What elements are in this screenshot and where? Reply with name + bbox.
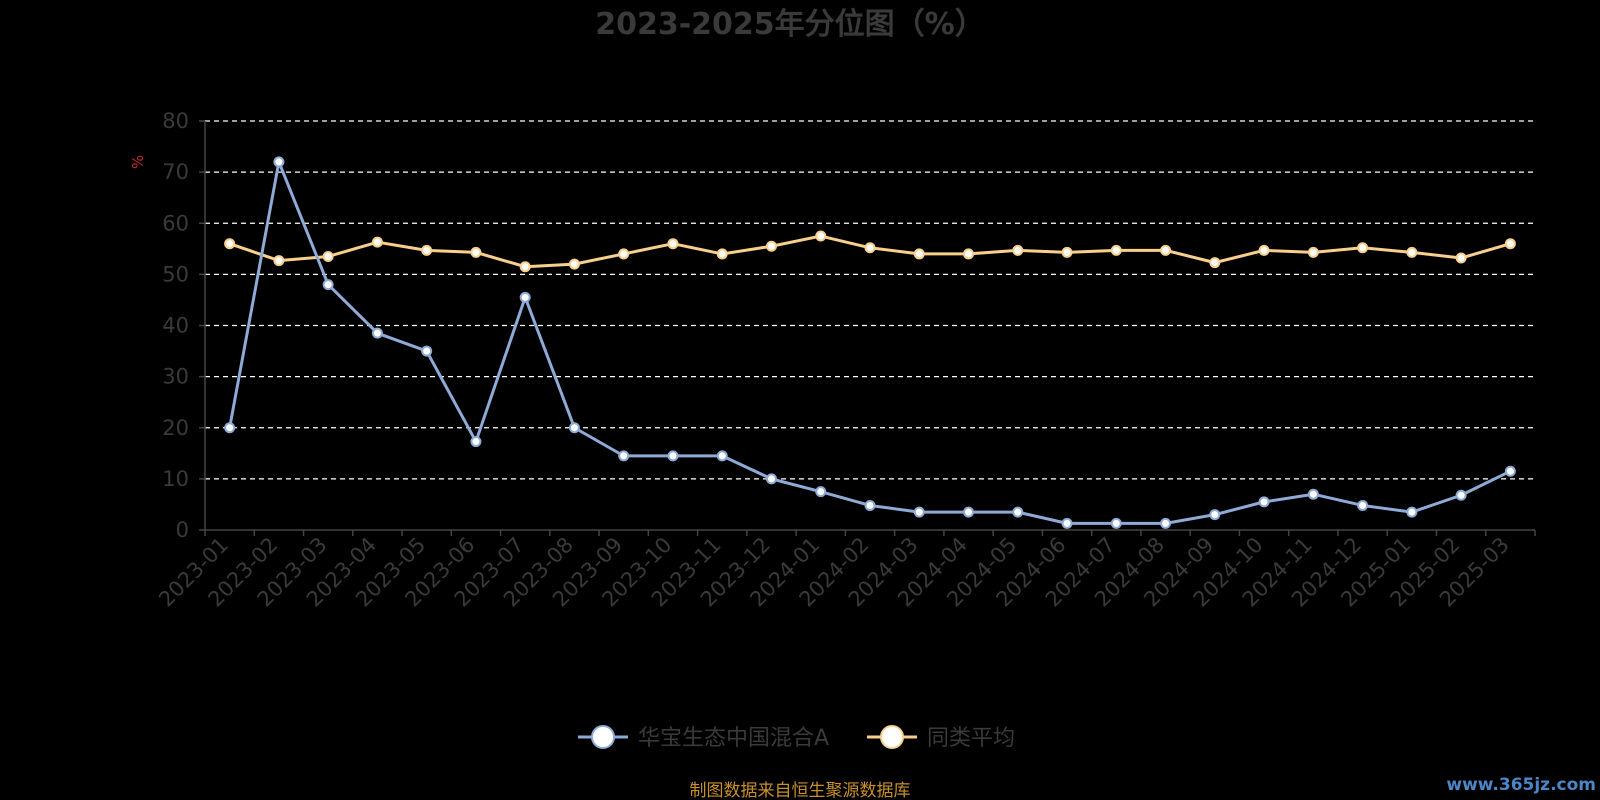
chart-title: 2023-2025年分位图（%） [595,7,985,42]
data-point [1258,496,1270,508]
data-point [519,261,531,273]
data-point [1357,499,1369,511]
y-tick-label: 60 [162,211,189,235]
data-point [765,240,777,252]
data-point [371,327,383,339]
y-tick-label: 70 [162,160,189,184]
data-point [470,436,482,448]
data-point [913,506,925,518]
data-point [470,246,482,258]
data-point [1307,246,1319,258]
legend-item[interactable]: 同类平均 [867,725,1015,751]
data-point [1012,506,1024,518]
x-tick-labels: 2023-012023-022023-032023-042023-052023-… [154,533,1514,612]
data-point [716,450,728,462]
y-tick-label: 80 [162,109,189,133]
data-point [864,499,876,511]
data-point [963,506,975,518]
data-point [716,248,728,260]
data-point [1455,252,1467,264]
data-point [1061,246,1073,258]
data-point [963,248,975,260]
data-point [519,291,531,303]
data-point [1504,465,1516,477]
data-point [568,422,580,434]
data-point [1258,244,1270,256]
data-point [815,486,827,498]
data-point [765,473,777,485]
y-tick-labels: 0 10 20 30 40 50 60 70 80 [162,109,189,542]
legend[interactable]: 华宝生态中国混合A 同类平均 [578,725,1015,751]
legend-item[interactable]: 华宝生态中国混合A [578,725,829,751]
y-tick-label: 20 [162,416,189,440]
data-point [224,422,236,434]
data-point [618,248,630,260]
data-point [1504,238,1516,250]
legend-label: 同类平均 [927,726,1015,751]
data-point [618,450,630,462]
y-tick-label: 30 [162,365,189,389]
data-point [1061,517,1073,529]
data-point [568,258,580,270]
data-point [815,230,827,242]
series-group [224,156,1516,529]
data-point [1406,506,1418,518]
watermark: www.365jz.com [1446,775,1596,795]
data-point [421,345,433,357]
y-tick-label: 10 [162,467,189,491]
series-group [224,230,1516,273]
data-point [1209,257,1221,269]
data-point [1357,242,1369,254]
data-point [273,255,285,267]
axes [199,120,1536,536]
y-tick-label: 0 [176,518,189,542]
data-point [1307,488,1319,500]
data-point [1455,489,1467,501]
data-point [1160,517,1172,529]
y-tick-label: 50 [162,262,189,286]
legend-marker [880,725,904,749]
data-point [667,450,679,462]
data-point [1209,509,1221,521]
data-point [667,238,679,250]
y-tick-label: 40 [162,314,189,338]
series-lines [224,156,1516,529]
data-point [1160,244,1172,256]
data-point [224,238,236,250]
data-point [1012,244,1024,256]
grid-lines [205,120,1535,480]
data-point [322,250,334,262]
data-point [913,248,925,260]
data-point [1406,246,1418,258]
series-line [228,160,1512,525]
data-point [371,236,383,248]
data-point [1110,517,1122,529]
data-point [421,244,433,256]
data-point [864,242,876,254]
data-source-note: 制图数据来自恒生聚源数据库 [690,781,911,800]
data-point [273,156,285,168]
legend-label: 华宝生态中国混合A [638,726,829,751]
data-point [322,279,334,291]
data-point [1110,244,1122,256]
y-axis-unit: % [129,155,147,169]
legend-marker [591,725,615,749]
